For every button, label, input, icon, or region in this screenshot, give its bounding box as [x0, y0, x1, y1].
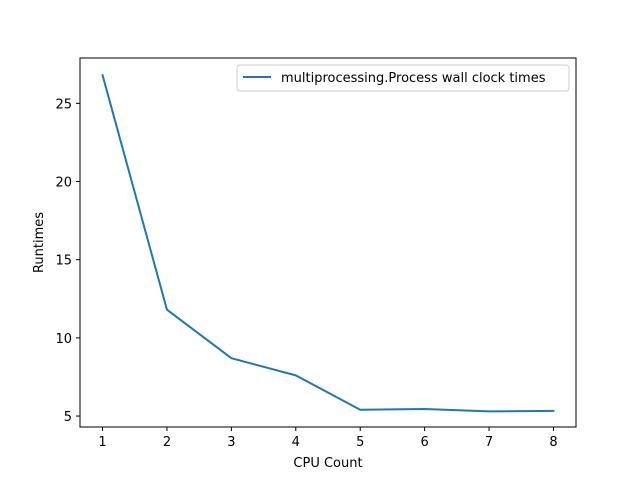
x-tick-label: 6 [420, 435, 428, 450]
y-tick-label: 15 [55, 254, 72, 269]
y-axis-label: Runtimes [32, 212, 47, 273]
x-axis-ticks: 1 2 3 4 5 6 7 8 [98, 427, 558, 450]
x-tick-label: 1 [98, 435, 106, 450]
y-tick-label: 5 [64, 410, 72, 425]
series-layer [101, 73, 555, 413]
y-axis-ticks: 5 10 15 20 25 [55, 97, 80, 425]
legend-box [236, 64, 570, 92]
x-axis-label: CPU Count [293, 456, 362, 471]
x-tick-label: 2 [163, 435, 171, 450]
x-tick-label: 7 [485, 435, 493, 450]
y-tick-label: 25 [55, 97, 72, 112]
x-tick-label: 5 [356, 435, 364, 450]
y-tick-label: 10 [55, 332, 72, 347]
legend-entry: multiprocessing.Process wall clock times [281, 71, 546, 86]
axes-frame [79, 57, 577, 428]
y-tick-label: 20 [55, 176, 72, 191]
x-tick-label: 3 [227, 435, 235, 450]
legend: multiprocessing.Process wall clock times [236, 64, 570, 92]
series-line [101, 73, 555, 413]
x-tick-label: 8 [549, 435, 557, 450]
x-tick-label: 4 [292, 435, 300, 450]
